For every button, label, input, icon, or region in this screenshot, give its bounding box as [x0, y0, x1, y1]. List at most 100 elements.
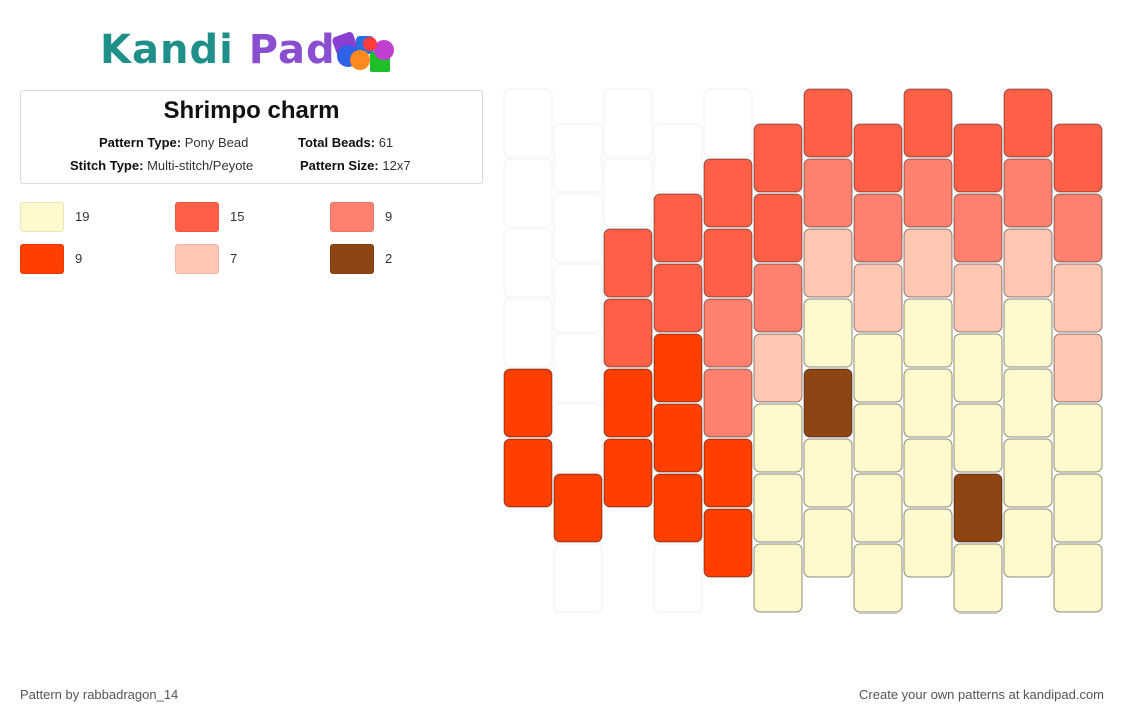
- logo-word-kandi: Kandi: [100, 27, 234, 73]
- legend-swatch: [330, 244, 374, 274]
- empty-bead: [503, 158, 553, 228]
- bead: [803, 368, 853, 438]
- pattern-type-label: Pattern Type:: [99, 135, 182, 150]
- bead-pattern-grid: [503, 88, 1103, 614]
- legend-swatch: [20, 244, 64, 274]
- empty-bead: [553, 543, 603, 613]
- empty-bead: [503, 228, 553, 298]
- legend-swatch: [20, 202, 64, 232]
- empty-bead: [553, 403, 603, 473]
- pattern-info-card: Shrimpo charm Pattern Type: Pony Bead To…: [20, 90, 483, 184]
- bead: [1053, 403, 1103, 473]
- kandipad-credit-link[interactable]: Create your own patterns at kandipad.com: [859, 687, 1104, 702]
- bead: [703, 508, 753, 578]
- legend-swatch: [330, 202, 374, 232]
- bead: [903, 158, 953, 228]
- bead: [903, 298, 953, 368]
- bead: [853, 123, 903, 193]
- empty-bead: [503, 298, 553, 368]
- empty-bead: [553, 123, 603, 193]
- bead: [653, 403, 703, 473]
- bead: [1053, 193, 1103, 263]
- bead: [803, 508, 853, 578]
- bead: [853, 333, 903, 403]
- bead: [753, 123, 803, 193]
- bead: [953, 123, 1003, 193]
- bead: [853, 193, 903, 263]
- empty-bead: [703, 88, 753, 158]
- bead: [853, 403, 903, 473]
- empty-bead: [653, 123, 703, 193]
- bead: [1003, 158, 1053, 228]
- legend-count: 2: [385, 251, 393, 266]
- bead: [753, 543, 803, 613]
- bead: [1003, 298, 1053, 368]
- bead: [853, 543, 903, 613]
- stitch-type-label: Stitch Type:: [70, 158, 144, 173]
- legend-count: 19: [75, 209, 90, 224]
- bead: [703, 368, 753, 438]
- bead: [903, 508, 953, 578]
- bead: [1003, 438, 1053, 508]
- bead: [703, 228, 753, 298]
- pattern-title: Shrimpo charm: [163, 97, 340, 124]
- bead: [653, 263, 703, 333]
- bead: [953, 403, 1003, 473]
- bead: [1003, 228, 1053, 298]
- legend-swatch: [175, 202, 219, 232]
- bead: [803, 298, 853, 368]
- bead: [1053, 473, 1103, 543]
- bead: [653, 473, 703, 543]
- legend-count: 9: [385, 209, 393, 224]
- bead: [1053, 333, 1103, 403]
- empty-bead: [553, 193, 603, 263]
- kandipad-logo[interactable]: Kandi Pad: [100, 26, 410, 76]
- color-legend: 19 15 9 9 7 2: [20, 202, 490, 282]
- legend-count: 7: [230, 251, 238, 266]
- bead: [953, 473, 1003, 543]
- bead: [903, 88, 953, 158]
- bead: [1053, 543, 1103, 613]
- legend-count: 15: [230, 209, 245, 224]
- bead: [803, 158, 853, 228]
- bead: [753, 473, 803, 543]
- bead: [953, 333, 1003, 403]
- empty-bead: [603, 88, 653, 158]
- total-beads-value: 61: [378, 135, 394, 150]
- bead: [1003, 508, 1053, 578]
- bead: [953, 543, 1003, 613]
- stitch-type-value: Multi-stitch/Peyote: [147, 158, 254, 173]
- bead: [803, 228, 853, 298]
- bead: [503, 368, 553, 438]
- bead: [853, 263, 903, 333]
- pattern-type-value: Pony Bead: [184, 135, 249, 150]
- pattern-type: Pattern Type: Pony Bead: [99, 135, 248, 150]
- bead: [1053, 263, 1103, 333]
- bead: [803, 88, 853, 158]
- bead: [1003, 88, 1053, 158]
- bead: [603, 368, 653, 438]
- stitch-type: Stitch Type: Multi-stitch/Peyote: [70, 158, 253, 173]
- bead: [953, 193, 1003, 263]
- bead: [503, 438, 553, 508]
- bead: [603, 298, 653, 368]
- bead: [903, 228, 953, 298]
- empty-bead: [503, 88, 553, 158]
- legend-swatch: [175, 244, 219, 274]
- bead: [653, 333, 703, 403]
- pattern-size-value: 12x7: [382, 158, 411, 173]
- bead: [703, 158, 753, 228]
- bead: [703, 298, 753, 368]
- total-beads: Total Beads: 61: [298, 135, 393, 150]
- pattern-author: Pattern by rabbadragon_14: [20, 687, 179, 702]
- bead: [753, 193, 803, 263]
- empty-bead: [553, 333, 603, 403]
- bead: [753, 333, 803, 403]
- bead: [603, 228, 653, 298]
- pattern-size: Pattern Size: 12x7: [300, 158, 411, 173]
- bead: [553, 473, 603, 543]
- beads-icon: [332, 31, 394, 72]
- empty-bead: [553, 263, 603, 333]
- total-beads-label: Total Beads:: [298, 135, 376, 150]
- bead: [953, 263, 1003, 333]
